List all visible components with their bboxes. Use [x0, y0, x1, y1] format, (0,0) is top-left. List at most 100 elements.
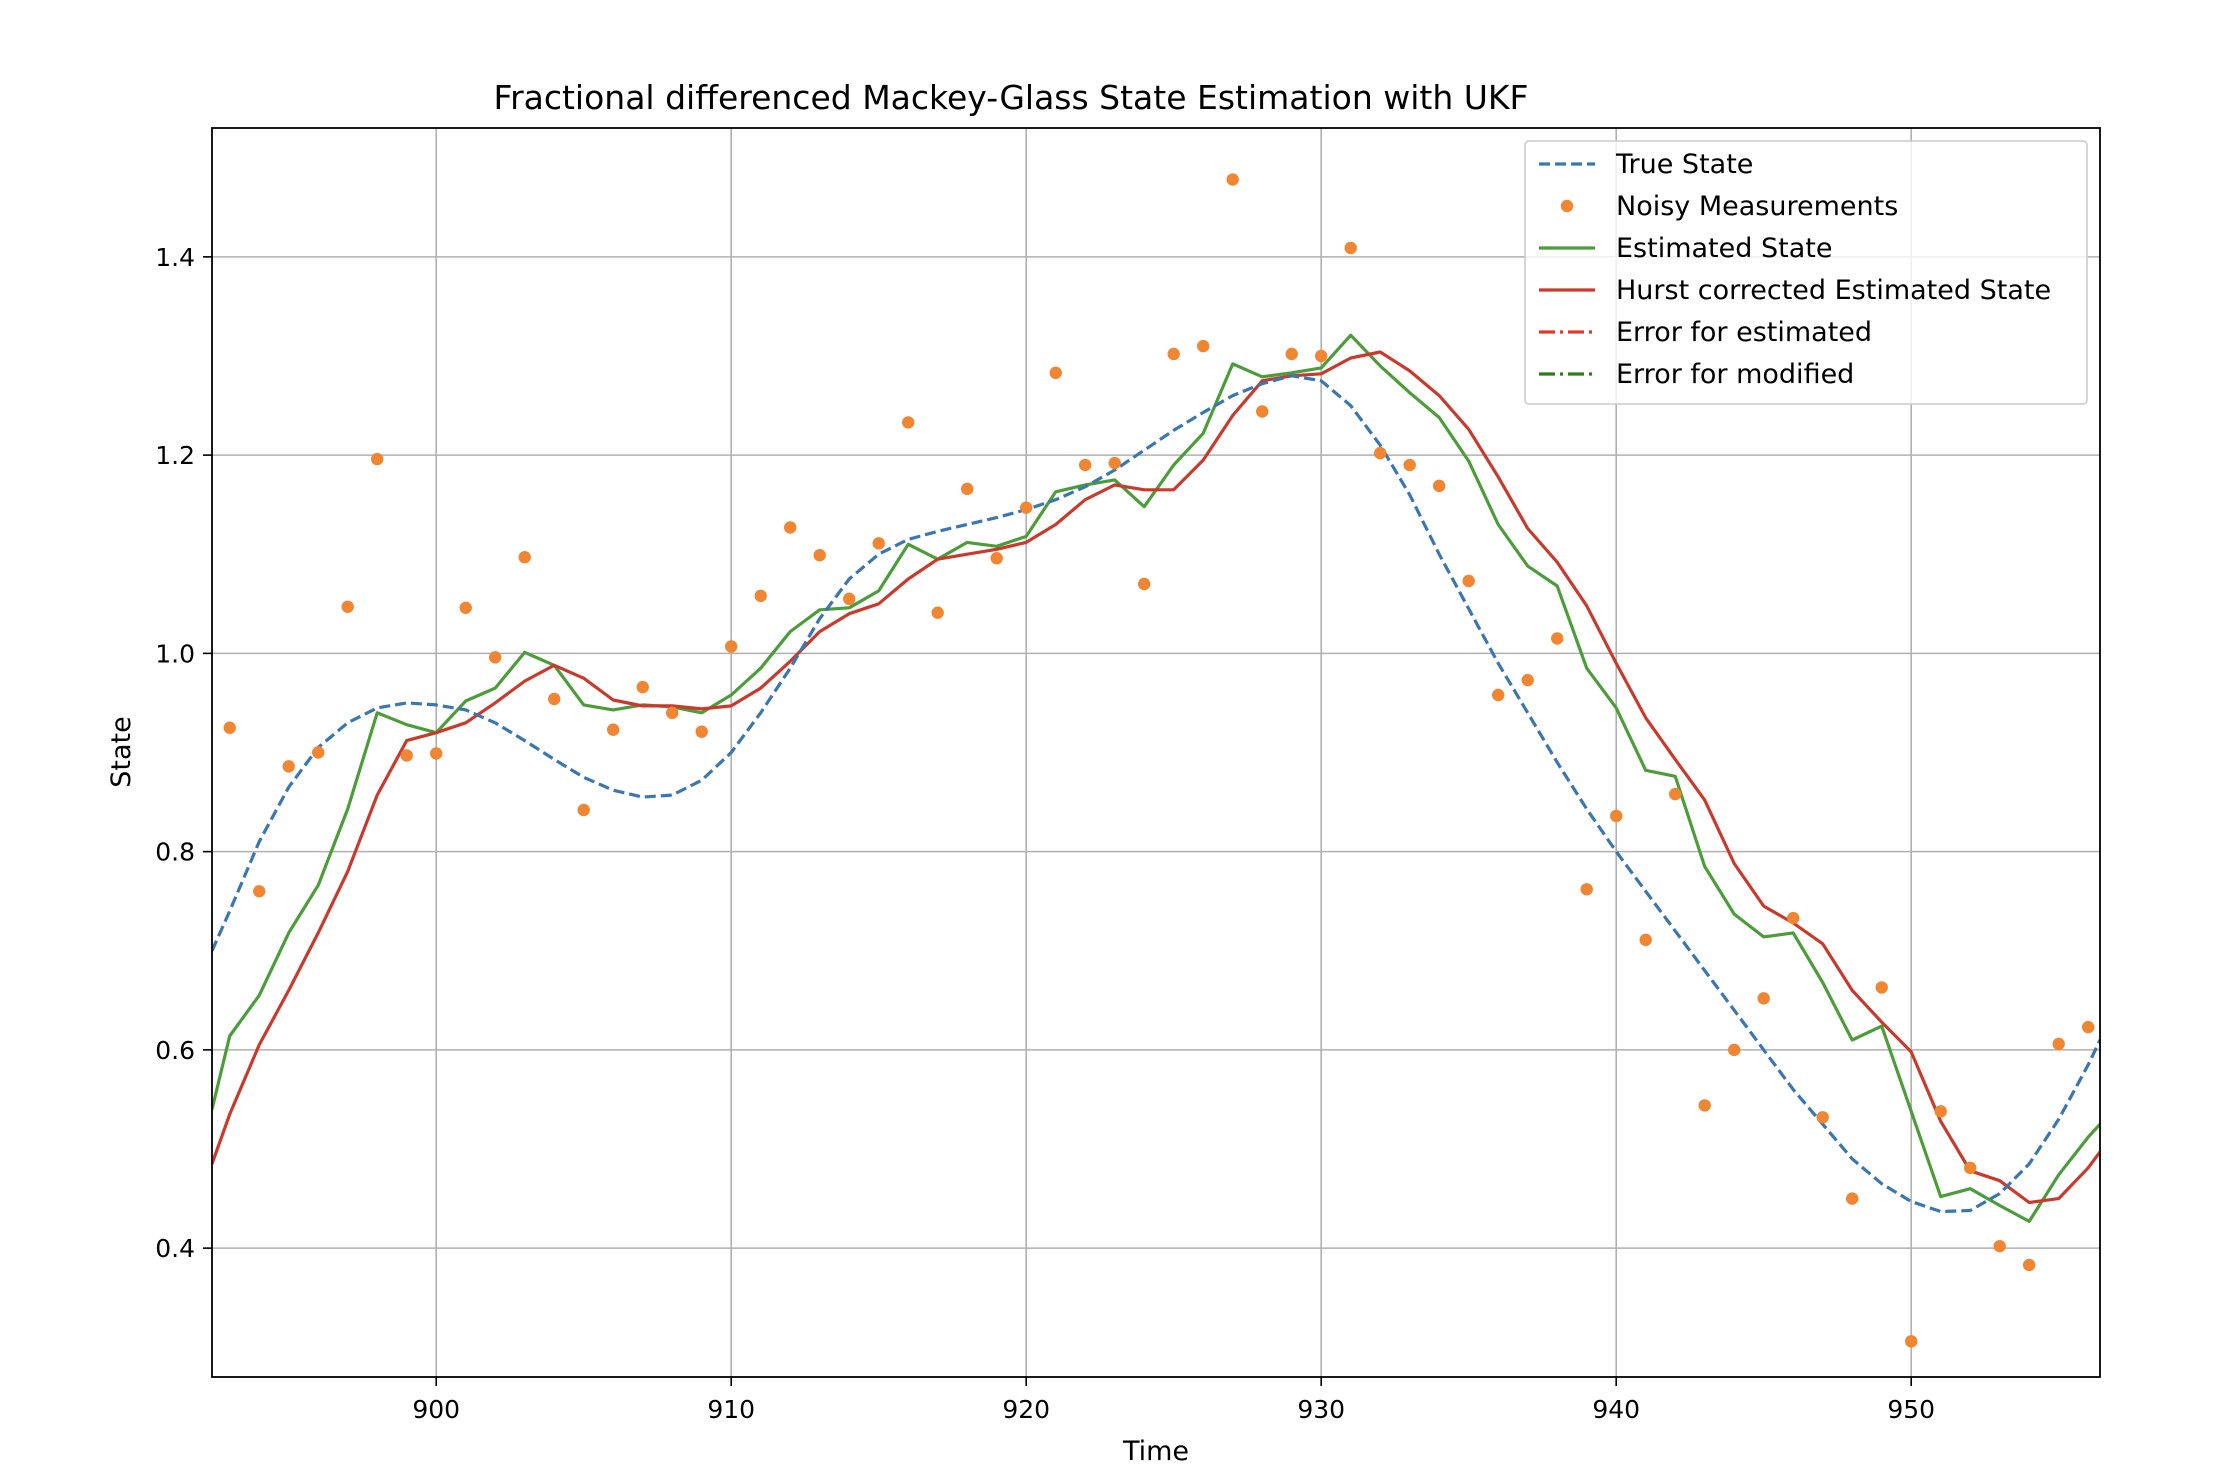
noisy-measurement-point: [843, 592, 856, 606]
legend-label: Noisy Measurements: [1616, 191, 1898, 222]
noisy-measurement-point: [1816, 1111, 1829, 1124]
legend-label: True State: [1615, 149, 1753, 180]
y-axis-label: State: [106, 716, 137, 787]
legend-marker: [1560, 199, 1574, 213]
noisy-measurement-point: [223, 721, 236, 734]
noisy-measurement-point: [666, 706, 679, 720]
legend-entry: Noisy Measurements: [1560, 191, 1898, 222]
noisy-measurement-point: [430, 747, 443, 760]
x-tick-label: 950: [1887, 1395, 1935, 1424]
noisy-measurement-point: [931, 606, 944, 619]
y-tick-label: 0.4: [155, 1234, 195, 1263]
plot-frame: [211, 127, 2101, 1378]
noisy-measurement-point: [1610, 809, 1623, 823]
x-axis-label: Time: [1122, 1436, 1189, 1467]
noisy-measurement-point: [1580, 883, 1593, 896]
chart-title: Fractional differenced Mackey-Glass Stat…: [493, 78, 1528, 117]
noisy-measurement-point: [1433, 479, 1446, 493]
noisy-measurement-point: [872, 537, 885, 550]
noisy-measurement-point: [577, 803, 590, 817]
noisy-measurement-point: [1049, 366, 1062, 380]
noisy-measurement-point: [1226, 173, 1239, 186]
noisy-measurement-point: [1964, 1161, 1977, 1175]
series-layer: [212, 173, 2100, 1348]
noisy-measurement-point: [725, 640, 738, 653]
noisy-measurement-point: [636, 680, 649, 694]
noisy-measurement-point: [1138, 577, 1151, 591]
y-tick-label: 1.0: [155, 639, 195, 668]
x-tick-label: 900: [412, 1395, 460, 1424]
noisy-measurement-point: [902, 416, 915, 429]
noisy-measurement-point: [1551, 632, 1564, 645]
legend: True State Noisy Measurements Estimated St…: [1524, 140, 2088, 405]
noisy-measurement-point: [548, 692, 561, 706]
x-tick-label: 940: [1592, 1395, 1640, 1424]
legend-box: [1524, 140, 2088, 405]
x-tick-label: 930: [1297, 1395, 1345, 1424]
legend-label: Hurst corrected Estimated State: [1616, 275, 2051, 306]
noisy-measurement-point: [961, 482, 974, 496]
legend-entry: Hurst corrected Estimated State: [1539, 275, 2051, 306]
legend-label: Estimated State: [1616, 233, 1832, 264]
noisy-measurement-point: [1728, 1043, 1741, 1057]
noisy-measurement-point: [1492, 688, 1505, 702]
noisy-measurement-point: [1639, 933, 1652, 947]
noisy-measurement-point: [990, 552, 1003, 565]
legend-entry: Estimated State: [1539, 233, 1832, 264]
noisy-measurement-point: [1846, 1192, 1859, 1205]
series-line-estimated-state: [212, 333, 2100, 1224]
x-tick-label: 910: [707, 1395, 755, 1424]
x-axis-ticks: 900 910 920 930 940 950: [412, 1377, 1935, 1424]
noisy-measurement-point: [784, 521, 797, 534]
legend-label: Error for modified: [1616, 359, 1854, 390]
noisy-measurement-point: [1256, 405, 1269, 418]
legend-label: Error for estimated: [1616, 317, 1872, 348]
noisy-measurement-point: [1167, 347, 1180, 361]
noisy-measurement-point: [1344, 241, 1357, 255]
noisy-measurement-point: [459, 601, 472, 614]
noisy-measurement-point: [695, 725, 708, 738]
noisy-measurement-point: [1079, 458, 1092, 472]
noisy-measurement-point: [754, 589, 767, 603]
noisy-measurement-point: [1669, 787, 1682, 801]
noisy-measurement-point: [1787, 911, 1800, 925]
noisy-measurement-point: [400, 749, 413, 762]
noisy-measurement-point: [489, 651, 502, 664]
x-tick-label: 920: [1002, 1395, 1050, 1424]
noisy-measurement-point: [607, 723, 620, 736]
noisy-measurement-point: [2052, 1037, 2065, 1051]
legend-entry: Error for estimated: [1539, 317, 1872, 348]
noisy-measurement-point: [813, 549, 826, 562]
noisy-measurement-point: [1403, 458, 1416, 472]
noisy-measurement-point: [1698, 1099, 1711, 1112]
noisy-measurement-point: [1462, 574, 1475, 588]
y-tick-label: 1.2: [155, 441, 195, 470]
noisy-measurement-point: [2023, 1258, 2036, 1272]
noisy-measurement-point: [1875, 981, 1888, 994]
series-line-true-state: [212, 374, 2100, 1214]
noisy-measurement-point: [1757, 992, 1770, 1005]
series-noisy-measurements: [223, 173, 2095, 1348]
noisy-measurement-point: [253, 885, 266, 898]
noisy-measurement-point: [1934, 1105, 1947, 1118]
legend-entry: Error for modified: [1539, 359, 1854, 390]
noisy-measurement-point: [341, 600, 354, 613]
noisy-measurement-point: [1315, 349, 1328, 363]
noisy-measurement-point: [312, 746, 325, 759]
y-tick-label: 0.6: [155, 1036, 195, 1065]
noisy-measurement-point: [1108, 456, 1121, 470]
series-line-hurst-corrected-estimated-state: [212, 350, 2100, 1205]
legend-entry: True State: [1539, 149, 1753, 180]
noisy-measurement-point: [282, 760, 295, 773]
y-tick-label: 1.4: [155, 243, 195, 272]
noisy-measurement-point: [1374, 446, 1387, 460]
noisy-measurement-point: [518, 551, 531, 564]
noisy-measurement-point: [1905, 1335, 1918, 1348]
noisy-measurement-point: [371, 452, 384, 466]
y-tick-label: 0.8: [155, 838, 195, 867]
noisy-measurement-point: [1993, 1239, 2006, 1253]
noisy-measurement-point: [1197, 339, 1210, 353]
noisy-measurement-point: [1019, 501, 1033, 514]
y-axis-ticks: 0.4 0.6 0.8 1.0 1.2 1.4: [155, 243, 212, 1263]
